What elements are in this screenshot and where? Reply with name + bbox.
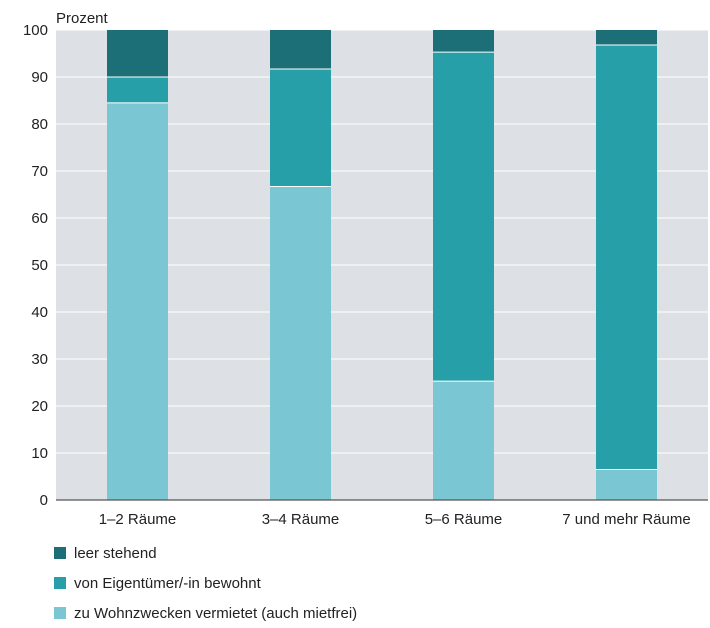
y-tick-label: 30: [31, 351, 48, 368]
legend-item: zu Wohnzwecken vermietet (auch mietfrei): [54, 598, 357, 628]
chart-svg: 0 10 20 30 40 50 60 70 80 90 100 1–2 Räume 3–4 Räum…: [23, 10, 708, 528]
x-tick-labels: 1–2 Räume 3–4 Räume 5–6 Räume 7 und mehr Rä…: [99, 511, 691, 528]
legend-swatch: [54, 547, 66, 559]
y-tick-labels: 0 10 20 30 40 50 60 70 80 90 100: [23, 22, 48, 509]
legend: leer stehend von Eigentümer/-in bewohnt zu…: [54, 538, 357, 628]
bar-segment: [596, 45, 657, 470]
legend-swatch: [54, 577, 66, 589]
y-tick-label: 90: [31, 69, 48, 86]
legend-label: zu Wohnzwecken vermietet (auch mietfrei): [74, 604, 358, 622]
bar-segment: [270, 30, 331, 70]
y-tick-label: 50: [31, 257, 48, 274]
y-tick-label: 100: [23, 22, 48, 39]
y-tick-label: 70: [31, 163, 48, 180]
legend-item: von Eigentümer/-in bewohnt: [54, 568, 357, 598]
bar-segment: [107, 102, 168, 500]
legend-label: leer stehend: [74, 544, 157, 562]
bar-segment: [270, 69, 331, 187]
bar-segment: [596, 30, 657, 46]
bar-segment: [433, 30, 494, 53]
bar-segment: [433, 381, 494, 500]
y-tick-label: 40: [31, 304, 48, 321]
x-tick-label: 7 und mehr Räume: [562, 511, 690, 528]
x-tick-label: 1–2 Räume: [99, 511, 177, 528]
bars: [107, 30, 657, 500]
x-tick-label: 5–6 Räume: [425, 511, 503, 528]
bar-segment: [107, 77, 168, 103]
legend-swatch: [54, 607, 66, 619]
legend-item: leer stehend: [54, 538, 357, 568]
bar-segment: [270, 186, 331, 500]
y-tick-label: 10: [31, 445, 48, 462]
y-tick-label: 60: [31, 210, 48, 227]
y-axis-label: Prozent: [56, 10, 109, 27]
y-tick-label: 20: [31, 398, 48, 415]
legend-label: von Eigentümer/-in bewohnt: [74, 574, 261, 592]
x-tick-label: 3–4 Räume: [262, 511, 340, 528]
bar-segment: [596, 469, 657, 500]
y-tick-label: 0: [40, 492, 48, 509]
bar-segment: [433, 52, 494, 382]
bar-segment: [107, 30, 168, 77]
y-tick-label: 80: [31, 116, 48, 133]
